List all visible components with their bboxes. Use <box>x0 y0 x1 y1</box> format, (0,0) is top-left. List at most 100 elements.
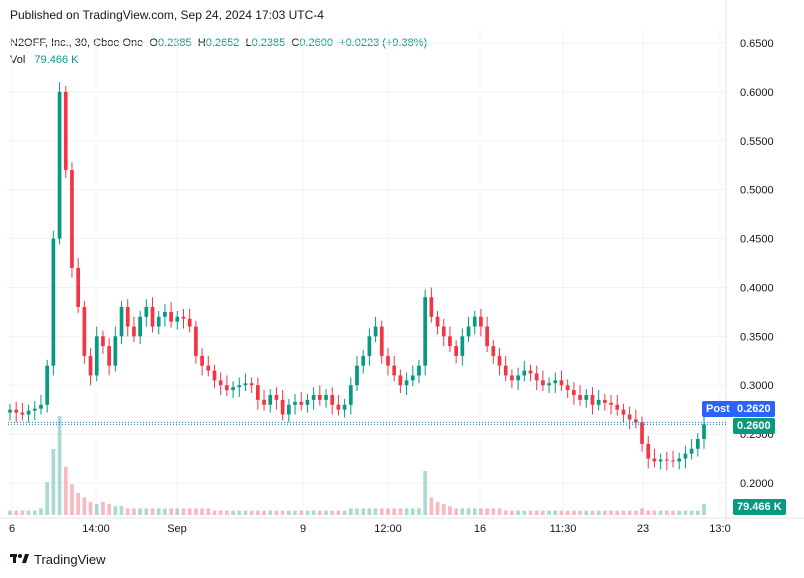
volume-bar <box>317 510 322 515</box>
candle-body <box>702 424 706 439</box>
volume-bar <box>144 508 149 515</box>
volume-bar <box>70 484 74 515</box>
volume-bar <box>553 510 558 515</box>
candle-body <box>621 409 626 415</box>
post-label-tag: Post <box>702 401 734 417</box>
candle-body <box>101 336 105 347</box>
volume-bar <box>466 508 471 515</box>
candle-body <box>255 385 260 400</box>
volume-bar <box>379 508 384 515</box>
candle-body <box>336 404 341 410</box>
candle-body <box>423 297 428 366</box>
candle-body <box>596 399 601 405</box>
volume-bar <box>491 508 496 515</box>
candle-body <box>417 365 421 376</box>
y-tick-label: 0.5000 <box>740 185 774 197</box>
volume-bar <box>82 497 87 515</box>
volume-bar <box>293 510 297 515</box>
tradingview-logo-icon[interactable] <box>10 552 30 567</box>
candle-body <box>689 448 694 454</box>
candle-body <box>39 404 43 409</box>
volume-bar <box>286 510 291 515</box>
x-tick-label: 12:00 <box>374 523 402 535</box>
candle-body <box>94 336 99 376</box>
x-tick-label: 14:00 <box>82 523 110 535</box>
volume-bar <box>410 508 415 515</box>
volume-bar <box>485 508 489 515</box>
candle-body <box>584 395 589 400</box>
volume-bar <box>249 510 254 515</box>
candle-body <box>361 355 366 366</box>
volume-bar <box>255 510 260 515</box>
candle-body <box>14 409 19 413</box>
candle-body <box>652 458 657 462</box>
y-tick-label: 0.6000 <box>740 87 774 99</box>
volume-bar <box>14 510 19 515</box>
candle-body <box>181 316 186 319</box>
volume-bar <box>20 510 25 515</box>
candle-body <box>82 307 87 356</box>
volume-bar <box>472 508 477 515</box>
volume-bar <box>559 510 564 515</box>
x-tick-label: 23 <box>637 523 649 535</box>
volume-bar <box>627 510 632 515</box>
candle-body <box>683 453 688 459</box>
volume-bar <box>429 497 434 515</box>
candle-body <box>646 443 651 459</box>
volume-bar <box>572 510 576 515</box>
volume-label[interactable]: Vol <box>10 54 26 66</box>
volume-bar <box>479 508 483 515</box>
volume-bar <box>392 508 397 515</box>
candle-body <box>528 370 533 374</box>
candle-body <box>113 336 118 366</box>
brand-name[interactable]: TradingView <box>34 552 106 567</box>
candle-body <box>348 385 353 405</box>
volume-bar <box>125 508 130 515</box>
volume-bar <box>342 510 347 515</box>
volume-bar <box>45 482 50 515</box>
volume-bar <box>584 510 589 515</box>
candle-body <box>249 383 254 386</box>
candle-body <box>119 307 124 337</box>
volume-bar <box>441 504 446 515</box>
candle-body <box>218 380 223 386</box>
candle-body <box>379 326 384 356</box>
legend: N2OFF, Inc., 30, Cboe One O0.2385 H0.265… <box>10 35 427 69</box>
volume-bar <box>541 510 545 515</box>
volume-bar <box>633 510 638 515</box>
candle-body <box>590 395 595 405</box>
volume-bar <box>373 508 378 515</box>
candle-body <box>57 91 62 239</box>
candle-body <box>485 326 489 347</box>
volume-bar <box>695 510 700 515</box>
candle-body <box>541 380 545 386</box>
candle-body <box>677 458 682 462</box>
candle-body <box>194 326 198 356</box>
candle-body <box>553 380 558 384</box>
candle-body <box>534 373 539 381</box>
volume-bar <box>305 510 310 515</box>
candle-body <box>169 311 173 322</box>
candle-body <box>479 316 483 327</box>
candle-body <box>268 395 273 405</box>
volume-bar <box>621 510 626 515</box>
candle-body <box>125 307 130 327</box>
volume-bar <box>435 501 440 515</box>
volume-bar <box>702 504 706 515</box>
volume-bar <box>57 416 62 515</box>
candle-body <box>627 414 632 420</box>
volume-bar <box>76 493 81 515</box>
candle-body <box>633 419 638 423</box>
volume-bar <box>497 508 502 515</box>
candle-body <box>367 336 372 356</box>
candle-body <box>640 422 644 444</box>
volume-bar <box>677 510 682 515</box>
volume-bar <box>132 508 136 515</box>
volume-bar <box>194 508 198 515</box>
x-tick-label: 16 <box>474 523 486 535</box>
volume-bar <box>348 508 353 515</box>
candle-body <box>386 355 390 366</box>
volume-bar <box>26 510 31 515</box>
post-price-tag: 0.2620 <box>733 401 775 417</box>
